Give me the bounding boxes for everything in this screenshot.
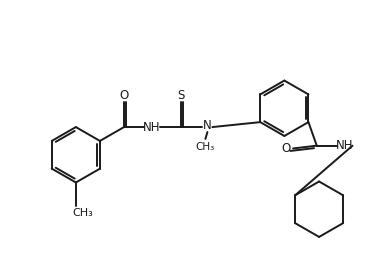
Text: O: O <box>119 89 129 102</box>
Text: NH: NH <box>143 121 161 133</box>
Text: CH₃: CH₃ <box>73 208 94 218</box>
Text: CH₃: CH₃ <box>196 142 215 152</box>
Text: N: N <box>203 119 212 132</box>
Text: NH: NH <box>336 139 353 152</box>
Text: S: S <box>177 89 185 102</box>
Text: O: O <box>282 142 291 155</box>
